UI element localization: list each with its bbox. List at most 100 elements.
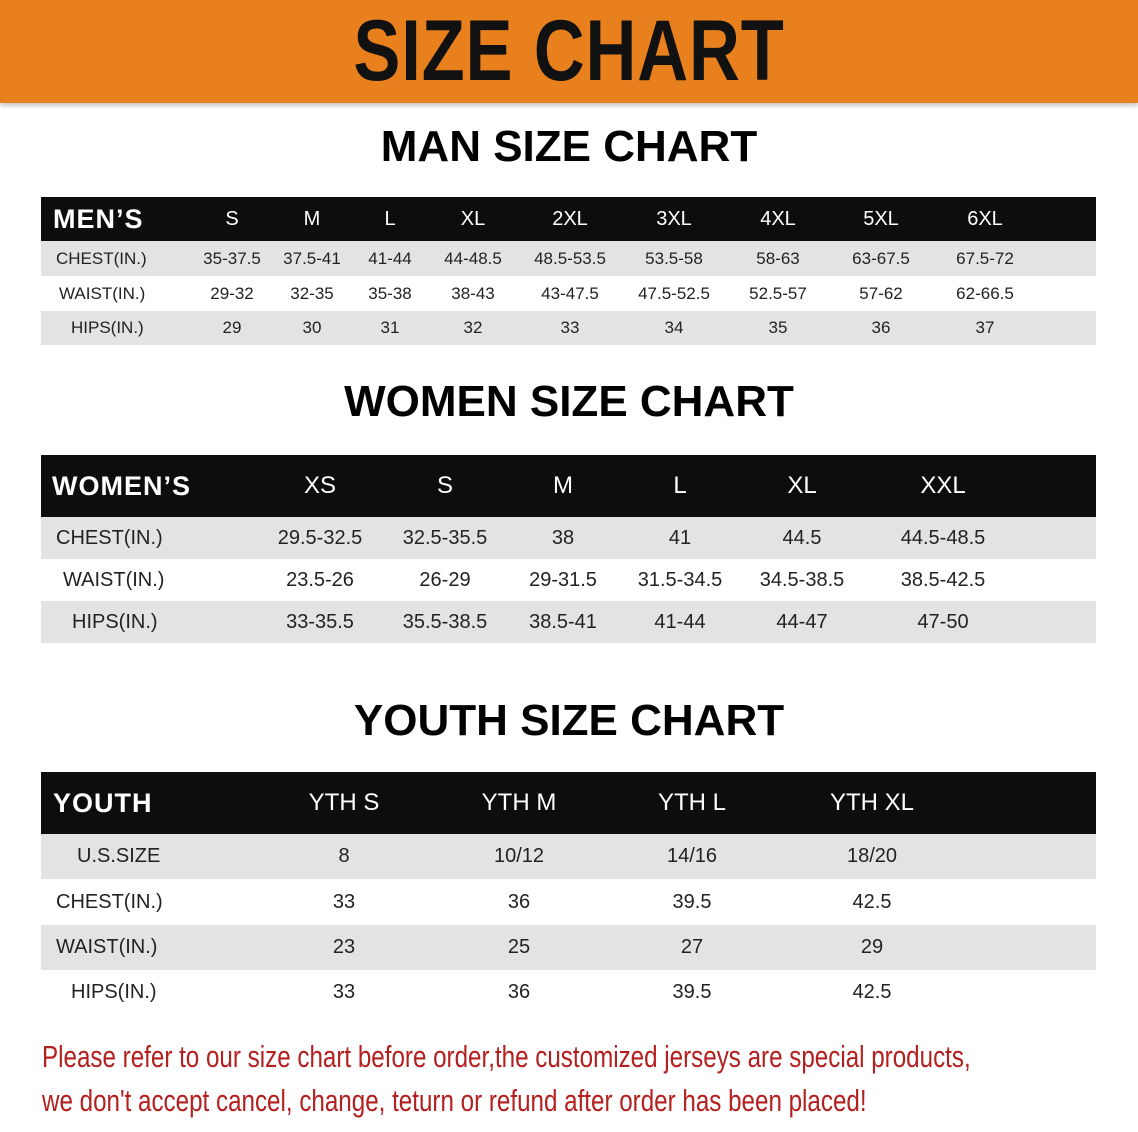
measurement-cell: 43-47.5 xyxy=(541,283,599,303)
size-header: S xyxy=(225,207,239,230)
size-header: YTH L xyxy=(657,789,727,816)
measurement-cell: 32.5-35.5 xyxy=(402,526,488,549)
table-row: CHEST(IN.) 33 36 39.5 42.5 xyxy=(41,879,1096,925)
row-label: WAIST(IN.) xyxy=(56,936,158,958)
notice-line-2: we don't accept cancel, change, teturn o… xyxy=(42,1083,867,1118)
table-row: HIPS(IN.) 29 30 31 32 33 34 35 36 37 xyxy=(41,311,1096,345)
size-header: XS xyxy=(303,472,337,499)
size-header: 5XL xyxy=(863,207,899,230)
measurement-cell: 38.5-42.5 xyxy=(900,568,986,591)
measurement-cell: 39.5 xyxy=(672,890,712,913)
measurement-cell: 23.5-26 xyxy=(286,568,354,591)
row-label: CHEST(IN.) xyxy=(56,526,163,549)
section-title: YOUTH SIZE CHART xyxy=(353,696,785,745)
measurement-cell: 14/16 xyxy=(666,845,718,867)
measurement-cell: 33-35.5 xyxy=(286,610,354,633)
size-header: S xyxy=(436,472,454,499)
measurement-cell: 41-44 xyxy=(368,248,412,268)
table-row: HIPS(IN.) 33 36 39.5 42.5 xyxy=(41,970,1096,1015)
measurement-cell: 29-32 xyxy=(210,283,254,303)
measurement-cell: 32-35 xyxy=(290,283,334,303)
banner-title: SIZE CHART xyxy=(353,3,785,99)
measurement-cell: 25 xyxy=(507,936,531,958)
size-header: M xyxy=(553,472,573,499)
table-row: HIPS(IN.) 33-35.5 35.5-38.5 38.5-41 41-44 44-… xyxy=(41,601,1096,643)
size-header: YTH XL xyxy=(829,789,915,816)
measurement-cell: 36 xyxy=(871,318,891,337)
measurement-cell: 44.5 xyxy=(782,526,822,549)
measurement-cell: 37.5-41 xyxy=(283,248,341,268)
measurement-cell: 39.5 xyxy=(672,981,712,1003)
measurement-cell: 67.5-72 xyxy=(956,248,1014,268)
measurement-cell: 62-66.5 xyxy=(956,283,1014,303)
measurement-cell: 36 xyxy=(507,981,531,1003)
row-label: CHEST(IN.) xyxy=(56,248,147,268)
measurement-cell: 35.5-38.5 xyxy=(402,610,488,633)
measurement-cell: 31 xyxy=(380,318,400,337)
measurement-cell: 38 xyxy=(551,526,575,549)
table-row: WAIST(IN.) 23.5-26 26-29 29-31.5 31.5-34.5 34… xyxy=(41,559,1096,601)
measurement-cell: 29 xyxy=(222,318,242,337)
table-header-label: MEN’S xyxy=(53,203,144,234)
measurement-cell: 8 xyxy=(338,845,350,867)
measurement-cell: 35-37.5 xyxy=(203,248,261,268)
measurement-cell: 33 xyxy=(332,981,356,1003)
table-header-row: YOUTH YTH S YTH M YTH L YTH XL xyxy=(41,772,1096,834)
measurement-cell: 63-67.5 xyxy=(852,248,910,268)
measurement-cell: 10/12 xyxy=(493,845,545,867)
size-header: XL xyxy=(787,472,817,499)
measurement-cell: 47.5-52.5 xyxy=(638,283,710,303)
measurement-cell: 44-48.5 xyxy=(444,248,502,268)
measurement-cell: 31.5-34.5 xyxy=(637,568,723,591)
row-label: WAIST(IN.) xyxy=(63,568,165,591)
size-header: XL xyxy=(460,207,486,230)
measurement-cell: 29-31.5 xyxy=(529,568,597,591)
table-row: U.S.SIZE 8 10/12 14/16 18/20 xyxy=(41,834,1096,879)
size-header: XXL xyxy=(920,472,966,499)
measurement-cell: 44-47 xyxy=(776,610,828,633)
measurement-cell: 58-63 xyxy=(756,248,800,268)
measurement-cell: 33 xyxy=(332,890,356,913)
table-row: CHEST(IN.) 29.5-32.5 32.5-35.5 38 41 44.5 44.5… xyxy=(41,517,1096,559)
table-header-row: WOMEN’S XS S M L XL XXL xyxy=(41,455,1096,517)
size-header: 6XL xyxy=(967,207,1003,230)
size-header: YTH S xyxy=(308,789,380,816)
measurement-cell: 18/20 xyxy=(846,845,898,867)
measurement-cell: 41 xyxy=(668,526,692,549)
measurement-cell: 35-38 xyxy=(368,283,412,303)
measurement-cell: 37 xyxy=(975,318,995,337)
measurement-cell: 53.5-58 xyxy=(645,248,703,268)
measurement-cell: 44.5-48.5 xyxy=(900,526,986,549)
size-header: 4XL xyxy=(760,207,796,230)
size-header: 2XL xyxy=(552,207,588,230)
measurement-cell: 29 xyxy=(860,936,884,958)
measurement-cell: 34 xyxy=(664,318,684,337)
measurement-cell: 29.5-32.5 xyxy=(277,526,363,549)
row-label: U.S.SIZE xyxy=(77,845,161,867)
measurement-cell: 41-44 xyxy=(654,610,706,633)
row-label: WAIST(IN.) xyxy=(59,283,146,303)
table-row: WAIST(IN.) 23 25 27 29 xyxy=(41,925,1096,970)
banner: SIZE CHART xyxy=(0,0,1138,103)
row-label: HIPS(IN.) xyxy=(72,610,158,633)
measurement-cell: 42.5 xyxy=(852,981,892,1003)
measurement-cell: 35 xyxy=(768,318,788,337)
measurement-cell: 47-50 xyxy=(917,610,969,633)
size-header: 3XL xyxy=(656,207,692,230)
section-title: MAN SIZE CHART xyxy=(380,122,758,171)
measurement-cell: 42.5 xyxy=(852,890,892,913)
measurement-cell: 32 xyxy=(463,318,483,337)
table-header-label: YOUTH xyxy=(53,787,153,818)
measurement-cell: 48.5-53.5 xyxy=(534,248,606,268)
measurement-cell: 38.5-41 xyxy=(529,610,597,633)
measurement-cell: 26-29 xyxy=(419,568,471,591)
measurement-cell: 34.5-38.5 xyxy=(759,568,845,591)
size-header: L xyxy=(384,207,396,230)
size-header: L xyxy=(673,472,687,499)
table-header-row: MEN’S S M L XL 2XL 3XL 4XL 5XL 6XL xyxy=(41,197,1096,241)
row-label: HIPS(IN.) xyxy=(71,981,157,1003)
notice-line-1: Please refer to our size chart before or… xyxy=(42,1039,971,1074)
measurement-cell: 38-43 xyxy=(451,283,495,303)
table-row: WAIST(IN.) 29-32 32-35 35-38 38-43 43-47.5 47.… xyxy=(41,276,1096,311)
section-title: WOMEN SIZE CHART xyxy=(344,377,794,426)
